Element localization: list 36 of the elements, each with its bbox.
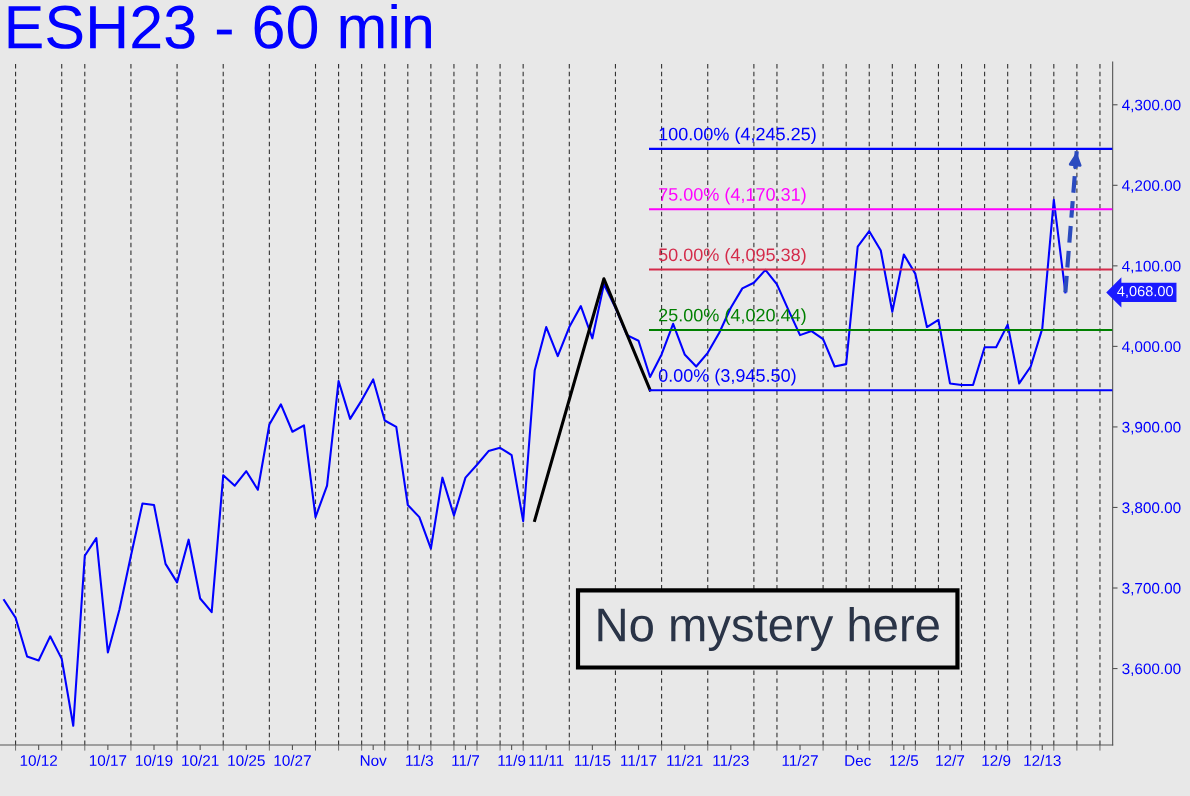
x-tick-label: 11/9: [498, 754, 526, 766]
x-tick-label: 11/27: [782, 754, 818, 766]
x-tick-label: 11/21: [667, 754, 703, 766]
x-tick-label: 11/17: [621, 754, 657, 766]
y-tick-label: 3,600.00: [1122, 663, 1181, 677]
x-tick-label: 10/17: [89, 754, 127, 766]
x-tick-label: 10/12: [20, 754, 57, 766]
x-tick-label: 11/23: [713, 754, 749, 766]
x-tick-label: 12/13: [1024, 754, 1061, 766]
x-tick-label: 11/3: [406, 754, 433, 766]
x-tick-label: 10/21: [182, 754, 219, 766]
series-label: 100.00% (4,245.25): [659, 127, 816, 145]
x-tick-label: 11/11: [529, 754, 564, 766]
annotation: No mystery here: [598, 606, 939, 651]
x-tick-label: 12/5: [890, 754, 919, 766]
text: 4,068.00: [1117, 286, 1174, 299]
y-tick-label: 3,700.00: [1122, 582, 1181, 596]
y-tick-label: 3,900.00: [1122, 421, 1181, 435]
x-tick-label: 10/27: [274, 754, 311, 766]
x-tick-label: 11/15: [574, 754, 611, 766]
y-tick-label: 4,200.00: [1122, 180, 1181, 193]
series-label: 75.00% (4,170.31): [659, 187, 806, 205]
y-tick-label: 3,800.00: [1122, 502, 1181, 515]
x-tick-label: 10/19: [136, 754, 173, 766]
series-label: 0.00% (3,945.50): [658, 368, 796, 386]
x-tick-label: 10/25: [228, 754, 265, 766]
x-tick-label: 12/9: [982, 754, 1011, 766]
y-tick-label: 4,000.00: [1122, 341, 1181, 354]
y-tick-label: 4,100.00: [1122, 260, 1181, 274]
y-tick-label: 4,300.00: [1122, 99, 1181, 113]
x-tick-label: 11/7: [452, 754, 480, 766]
series-label: 50.00% (4,095.38): [658, 247, 806, 265]
x-tick-label: Nov: [360, 755, 387, 766]
x-tick-label: Dec: [845, 755, 871, 766]
chart-title: ESH23 - 60 min: [8, 3, 431, 49]
x-tick-label: 12/7: [936, 754, 965, 766]
